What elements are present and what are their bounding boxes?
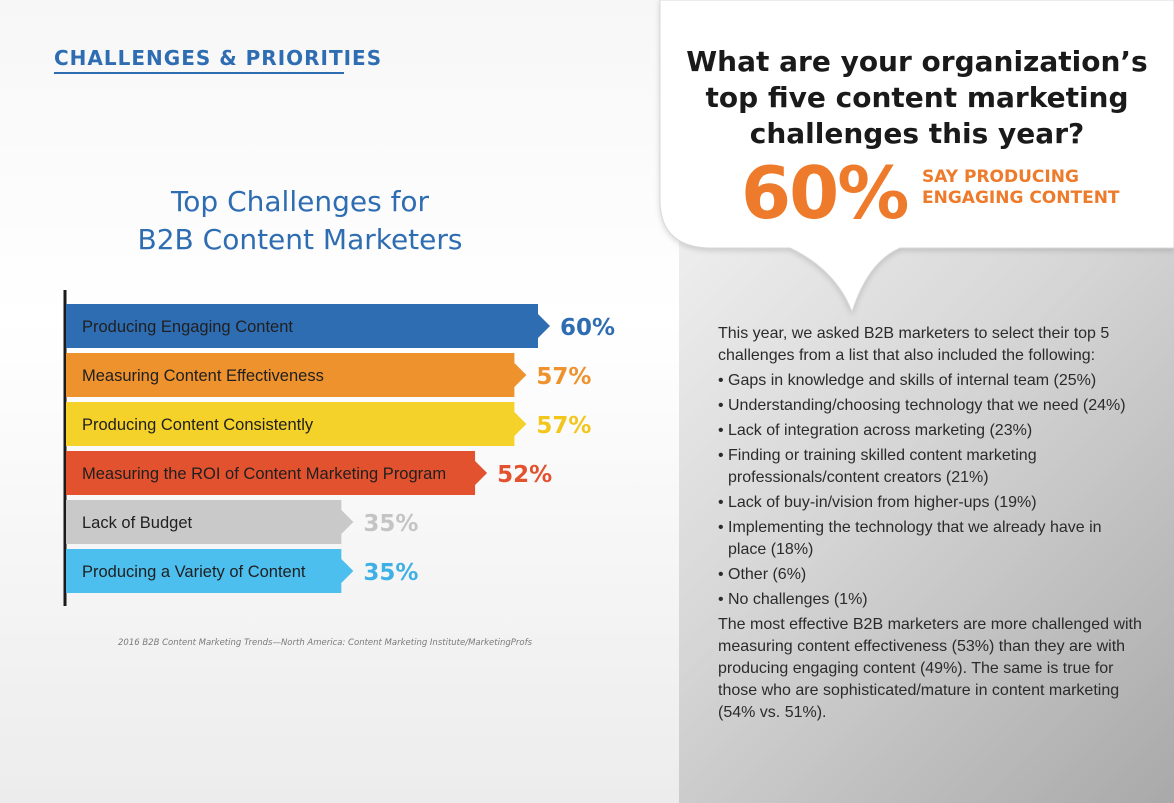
chart-category-label: Measuring Content Effectiveness [82, 367, 324, 385]
details-list-item: Lack of buy-in/vision from higher-ups (1… [718, 492, 1143, 514]
details-list-item: Implementing the technology that we alre… [718, 517, 1143, 561]
details-list-item: Lack of integration across marketing (23… [718, 420, 1143, 442]
chart-bar [66, 549, 354, 593]
details-list-item: Understanding/choosing technology that w… [718, 395, 1143, 417]
callout-big-label: SAY PRODUCING ENGAGING CONTENT [922, 167, 1120, 208]
chart-category-label: Producing Content Consistently [82, 416, 314, 434]
chart-category-label: Measuring the ROI of Content Marketing P… [82, 465, 446, 483]
chart-value-label: 52% [497, 462, 552, 488]
details-list-item: No challenges (1%) [718, 589, 1143, 611]
chart-category-label: Producing Engaging Content [82, 318, 293, 336]
chart-category-label: Lack of Budget [82, 514, 192, 532]
chart-value-label: 35% [363, 560, 418, 586]
chart-bar [66, 304, 550, 348]
callout-question: What are your organization’s top five co… [686, 45, 1148, 150]
chart-title: Top Challenges for B2B Content Marketers [100, 183, 500, 259]
chart-value-label: 35% [363, 511, 418, 537]
chart-value-label: 57% [536, 413, 591, 439]
chart-bar [66, 402, 527, 446]
details-list-item: Finding or training skilled content mark… [718, 445, 1143, 489]
chart-value-label: 60% [560, 315, 615, 341]
chart-value-label: 57% [536, 364, 591, 390]
chart-category-label: Producing a Variety of Content [82, 563, 306, 581]
details-list: Gaps in knowledge and skills of internal… [718, 370, 1143, 611]
details-text: This year, we asked B2B marketers to sel… [718, 323, 1143, 724]
chart-title-line-1: Top Challenges for [170, 185, 430, 218]
speech-bubble [659, 0, 1174, 314]
chart-source: 2016 B2B Content Marketing Trends—North … [118, 638, 532, 648]
bar-chart: Producing Engaging Content 60% Measuring C… [63, 290, 615, 606]
chart-bar [66, 353, 527, 397]
details-list-item: Other (6%) [718, 564, 1143, 586]
chart-title-line-2: B2B Content Marketers [137, 223, 463, 256]
chart-bar [66, 451, 488, 495]
section-title-underline [54, 72, 344, 74]
callout-big-percent: 60% [741, 151, 909, 235]
details-intro: This year, we asked B2B marketers to sel… [718, 325, 1110, 364]
section-title: CHALLENGES & PRIORITIES [54, 46, 383, 70]
details-list-item: Gaps in knowledge and skills of internal… [718, 370, 1143, 392]
chart-bar [66, 500, 354, 544]
details-conclusion: The most effective B2B marketers are mor… [718, 616, 1142, 721]
